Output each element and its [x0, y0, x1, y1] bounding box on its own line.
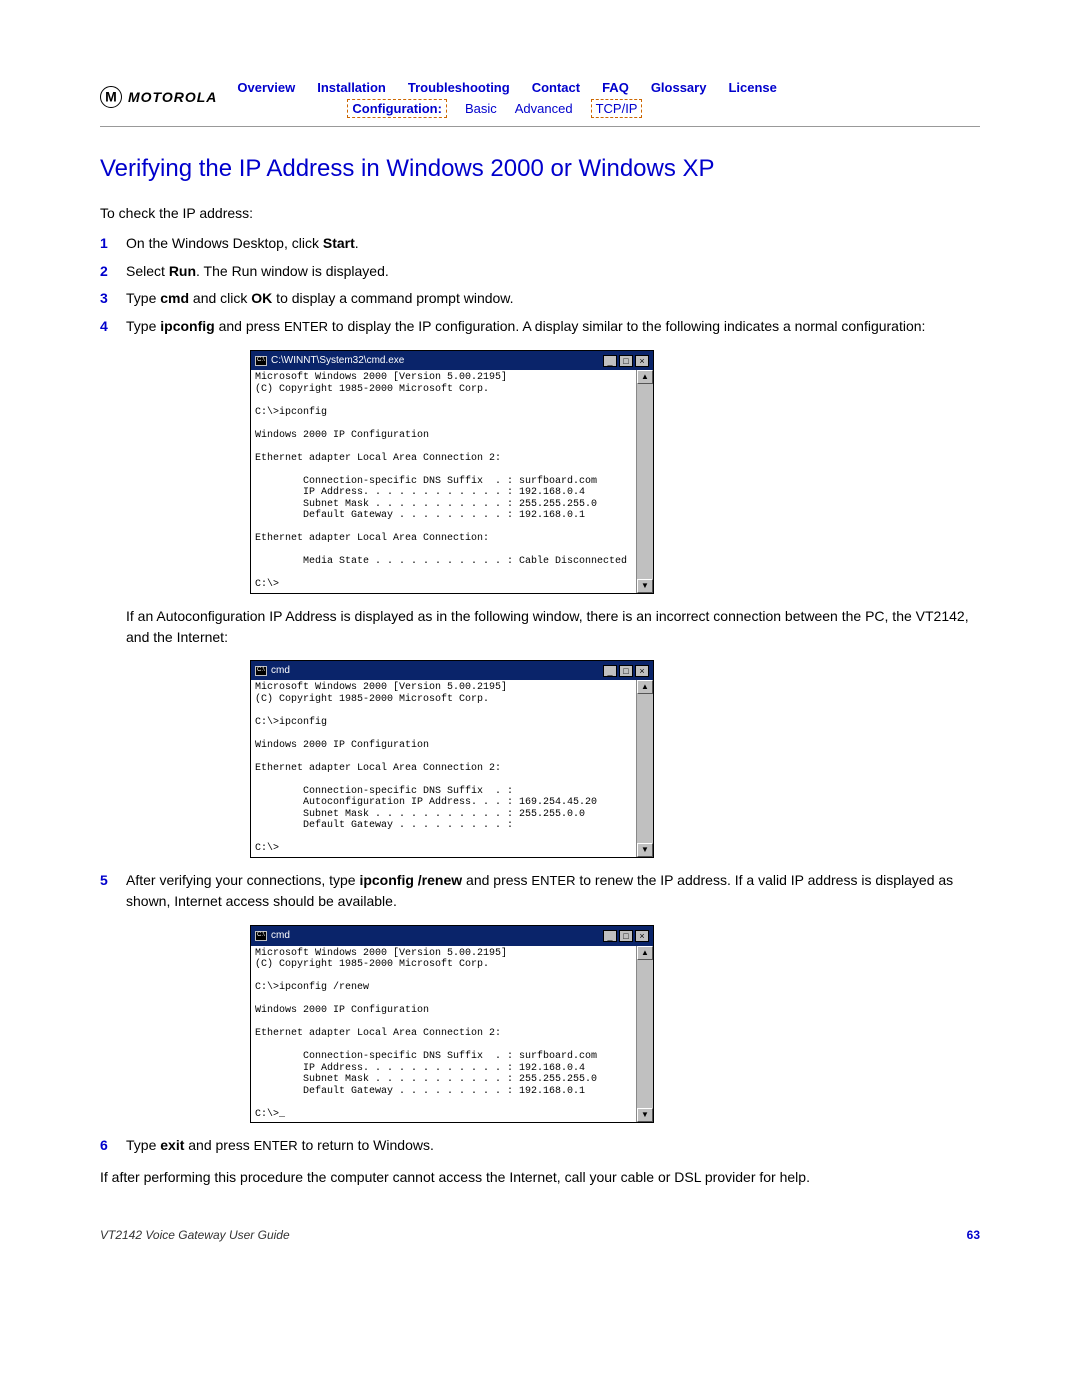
nav-secondary: Configuration: Basic Advanced TCP/IP: [237, 99, 980, 118]
nav-installation[interactable]: Installation: [317, 80, 386, 95]
header-divider: [100, 126, 980, 127]
step-number: 6: [100, 1135, 126, 1157]
cmd-icon: [255, 931, 267, 941]
step-number: 2: [100, 261, 126, 283]
maximize-icon[interactable]: □: [619, 355, 633, 367]
step-text: On the Windows Desktop, click: [126, 235, 323, 251]
step-bold: Run: [169, 263, 196, 279]
logo: MOTOROLA: [100, 80, 217, 108]
minimize-icon[interactable]: _: [603, 665, 617, 677]
step-text: to return to Windows.: [298, 1137, 434, 1153]
maximize-icon[interactable]: □: [619, 665, 633, 677]
step-4: Type ipconfig and press ENTER to display…: [126, 316, 980, 338]
step-text: . The Run window is displayed.: [196, 263, 389, 279]
step-text: to display the IP configuration. A displ…: [328, 318, 925, 334]
minimize-icon[interactable]: _: [603, 355, 617, 367]
page-title: Verifying the IP Address in Windows 2000…: [100, 155, 980, 183]
step-text: .: [355, 235, 359, 251]
cmd-titlebar: cmd _ □ ×: [251, 926, 653, 946]
nav-license[interactable]: License: [728, 80, 776, 95]
intro-text: To check the IP address:: [100, 205, 980, 221]
footer-guide: VT2142 Voice Gateway User Guide: [100, 1228, 290, 1242]
cmd-titlebar: C:\WINNT\System32\cmd.exe _ □ ×: [251, 351, 653, 371]
cmd-output: Microsoft Windows 2000 [Version 5.00.219…: [251, 370, 636, 593]
close-icon[interactable]: ×: [635, 665, 649, 677]
cmd-icon: [255, 356, 267, 366]
cmd-title-text: cmd: [271, 928, 290, 944]
scroll-up-icon[interactable]: ▲: [637, 946, 653, 960]
scroll-down-icon[interactable]: ▼: [637, 843, 653, 857]
step-2: Select Run. The Run window is displayed.: [126, 261, 980, 283]
cmd-window-3: cmd _ □ × Microsoft Windows 2000 [Versio…: [250, 925, 654, 1123]
step-number: 5: [100, 870, 126, 913]
nav-basic[interactable]: Basic: [465, 101, 497, 116]
step-bold: Start: [323, 235, 355, 251]
scroll-down-icon[interactable]: ▼: [637, 579, 653, 593]
step-bold: ipconfig: [160, 318, 214, 334]
cmd-titlebar: cmd _ □ ×: [251, 661, 653, 681]
minimize-icon[interactable]: _: [603, 930, 617, 942]
step-5: After verifying your connections, type i…: [126, 870, 980, 913]
end-paragraph: If after performing this procedure the c…: [100, 1167, 980, 1188]
step-1: On the Windows Desktop, click Start.: [126, 233, 980, 255]
scrollbar[interactable]: ▲ ▼: [636, 370, 653, 593]
nav-configuration[interactable]: Configuration:: [347, 99, 447, 118]
step-text: After verifying your connections, type: [126, 872, 359, 888]
step-bold: ipconfig /renew: [359, 872, 462, 888]
footer-page: 63: [967, 1228, 980, 1242]
cmd-output: Microsoft Windows 2000 [Version 5.00.219…: [251, 680, 636, 857]
step-text: and press: [462, 872, 531, 888]
step-text: and click: [189, 290, 251, 306]
step-bold: exit: [160, 1137, 184, 1153]
nav-glossary[interactable]: Glossary: [651, 80, 707, 95]
nav-faq[interactable]: FAQ: [602, 80, 629, 95]
key-enter: ENTER: [531, 873, 575, 888]
step-bold: cmd: [160, 290, 189, 306]
cmd-output: Microsoft Windows 2000 [Version 5.00.219…: [251, 946, 636, 1123]
cmd-icon: [255, 666, 267, 676]
step-number: 4: [100, 316, 126, 338]
scroll-down-icon[interactable]: ▼: [637, 1108, 653, 1122]
step-text: and press: [215, 318, 284, 334]
close-icon[interactable]: ×: [635, 355, 649, 367]
step-3: Type cmd and click OK to display a comma…: [126, 288, 980, 310]
step-number: 3: [100, 288, 126, 310]
nav-tcpip[interactable]: TCP/IP: [591, 99, 643, 118]
step-text: Select: [126, 263, 169, 279]
maximize-icon[interactable]: □: [619, 930, 633, 942]
mid-paragraph: If an Autoconfiguration IP Address is di…: [126, 606, 980, 648]
cmd-window-1: C:\WINNT\System32\cmd.exe _ □ × Microsof…: [250, 350, 654, 594]
nav-overview[interactable]: Overview: [237, 80, 295, 95]
nav-troubleshooting[interactable]: Troubleshooting: [408, 80, 510, 95]
step-6: Type exit and press ENTER to return to W…: [126, 1135, 980, 1157]
cmd-title-text: C:\WINNT\System32\cmd.exe: [271, 353, 404, 369]
step-text: Type: [126, 318, 160, 334]
step-number: 1: [100, 233, 126, 255]
cmd-title-text: cmd: [271, 663, 290, 679]
step-text: Type: [126, 1137, 160, 1153]
step-text: and press: [184, 1137, 253, 1153]
step-text: Type: [126, 290, 160, 306]
footer: VT2142 Voice Gateway User Guide 63: [100, 1228, 980, 1242]
logo-text: MOTOROLA: [128, 89, 217, 105]
scroll-up-icon[interactable]: ▲: [637, 370, 653, 384]
key-enter: ENTER: [254, 1138, 298, 1153]
motorola-icon: [100, 86, 122, 108]
nav-contact[interactable]: Contact: [532, 80, 580, 95]
step-bold: OK: [251, 290, 272, 306]
step-text: to display a command prompt window.: [272, 290, 513, 306]
scrollbar[interactable]: ▲ ▼: [636, 680, 653, 857]
nav-advanced[interactable]: Advanced: [515, 101, 573, 116]
key-enter: ENTER: [284, 319, 328, 334]
nav-primary: Overview Installation Troubleshooting Co…: [237, 80, 980, 95]
scroll-up-icon[interactable]: ▲: [637, 680, 653, 694]
cmd-window-2: cmd _ □ × Microsoft Windows 2000 [Versio…: [250, 660, 654, 858]
close-icon[interactable]: ×: [635, 930, 649, 942]
scrollbar[interactable]: ▲ ▼: [636, 946, 653, 1123]
